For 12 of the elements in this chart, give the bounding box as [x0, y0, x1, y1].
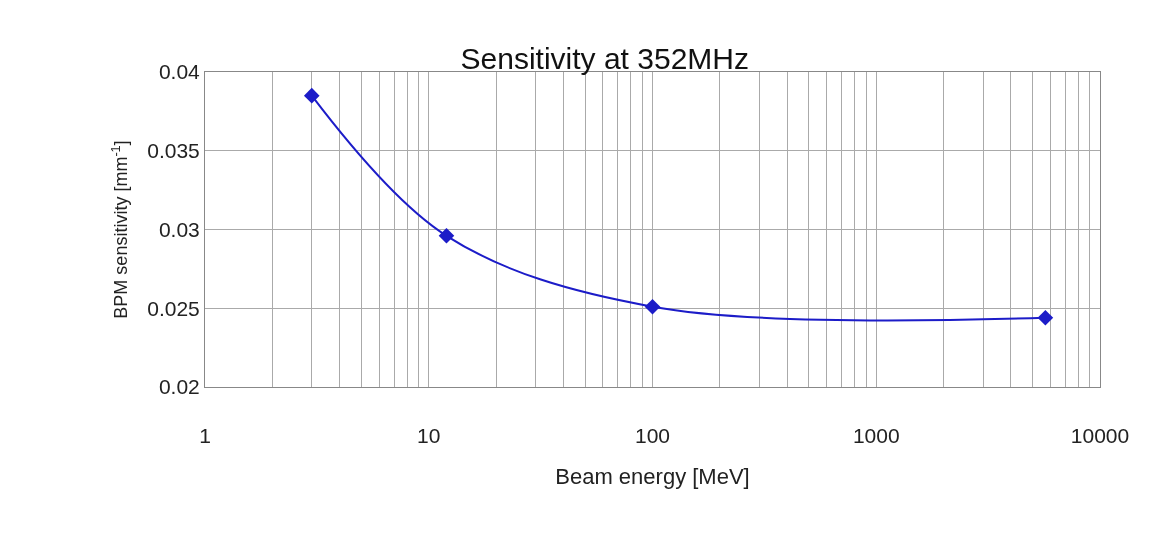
x-tick-label: 10: [417, 424, 441, 448]
y-tick-label: 0.035: [147, 139, 200, 163]
y-tick-label: 0.02: [158, 375, 200, 399]
y-tick-label: 0.025: [147, 296, 200, 320]
x-tick-label: 1000: [852, 424, 900, 448]
x-axis-title: Beam energy [MeV]: [555, 464, 750, 490]
x-tick-label: 10000: [1070, 424, 1130, 448]
x-tick-label: 100: [634, 424, 671, 448]
y-tick-label: 0.03: [158, 217, 200, 241]
y-tick-label: 0.04: [158, 60, 201, 84]
x-tick-label: 1: [199, 424, 211, 448]
chart-title: Sensitivity at 352MHz: [460, 41, 749, 75]
